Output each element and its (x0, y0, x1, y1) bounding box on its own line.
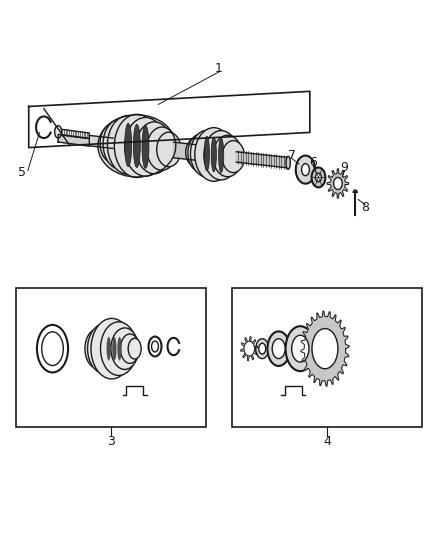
Ellipse shape (55, 126, 62, 138)
Ellipse shape (312, 328, 338, 369)
Text: 8: 8 (361, 201, 369, 214)
Ellipse shape (315, 173, 321, 182)
Ellipse shape (213, 135, 242, 177)
Ellipse shape (88, 324, 122, 374)
Ellipse shape (103, 119, 138, 169)
Ellipse shape (152, 341, 159, 352)
Ellipse shape (112, 337, 117, 360)
Text: 1: 1 (215, 62, 223, 75)
Ellipse shape (147, 127, 177, 171)
Ellipse shape (334, 177, 342, 190)
Ellipse shape (244, 342, 254, 356)
Ellipse shape (296, 156, 315, 184)
Bar (232, 288, 422, 426)
Ellipse shape (204, 131, 238, 180)
Ellipse shape (204, 136, 209, 171)
Ellipse shape (42, 332, 64, 366)
Ellipse shape (256, 338, 269, 359)
Polygon shape (240, 337, 258, 361)
Ellipse shape (107, 116, 149, 174)
Ellipse shape (136, 122, 172, 174)
Polygon shape (236, 152, 288, 168)
Ellipse shape (286, 326, 315, 371)
Text: 6: 6 (309, 156, 317, 169)
Bar (16, 288, 206, 426)
Text: 4: 4 (323, 435, 331, 448)
Ellipse shape (117, 337, 122, 360)
Ellipse shape (100, 124, 126, 163)
Ellipse shape (195, 127, 233, 181)
Ellipse shape (211, 137, 216, 172)
Ellipse shape (272, 338, 285, 359)
Text: 3: 3 (107, 435, 115, 448)
Ellipse shape (125, 123, 132, 166)
Ellipse shape (268, 332, 290, 366)
Ellipse shape (37, 325, 68, 373)
Ellipse shape (311, 167, 325, 188)
Polygon shape (327, 169, 349, 198)
Text: 5: 5 (18, 166, 26, 179)
Ellipse shape (157, 132, 181, 167)
Polygon shape (58, 129, 89, 139)
Ellipse shape (91, 318, 133, 379)
Ellipse shape (219, 138, 224, 173)
Ellipse shape (85, 329, 111, 368)
Ellipse shape (128, 338, 141, 359)
Polygon shape (301, 311, 349, 386)
Ellipse shape (134, 124, 140, 167)
Polygon shape (89, 135, 113, 149)
Ellipse shape (114, 114, 159, 177)
Ellipse shape (120, 334, 139, 364)
Ellipse shape (186, 139, 205, 166)
Ellipse shape (100, 322, 137, 375)
Ellipse shape (259, 343, 266, 354)
Ellipse shape (302, 164, 309, 176)
Ellipse shape (106, 337, 111, 360)
Polygon shape (58, 134, 89, 146)
Ellipse shape (286, 156, 290, 169)
Ellipse shape (111, 328, 138, 369)
Ellipse shape (148, 336, 162, 357)
Ellipse shape (142, 125, 149, 168)
Text: 9: 9 (340, 161, 348, 174)
Polygon shape (173, 142, 195, 160)
Text: 7: 7 (288, 149, 296, 162)
Ellipse shape (191, 131, 223, 177)
Ellipse shape (222, 141, 244, 173)
Ellipse shape (125, 117, 166, 176)
Ellipse shape (292, 335, 309, 362)
Ellipse shape (98, 115, 176, 177)
Ellipse shape (188, 134, 214, 172)
